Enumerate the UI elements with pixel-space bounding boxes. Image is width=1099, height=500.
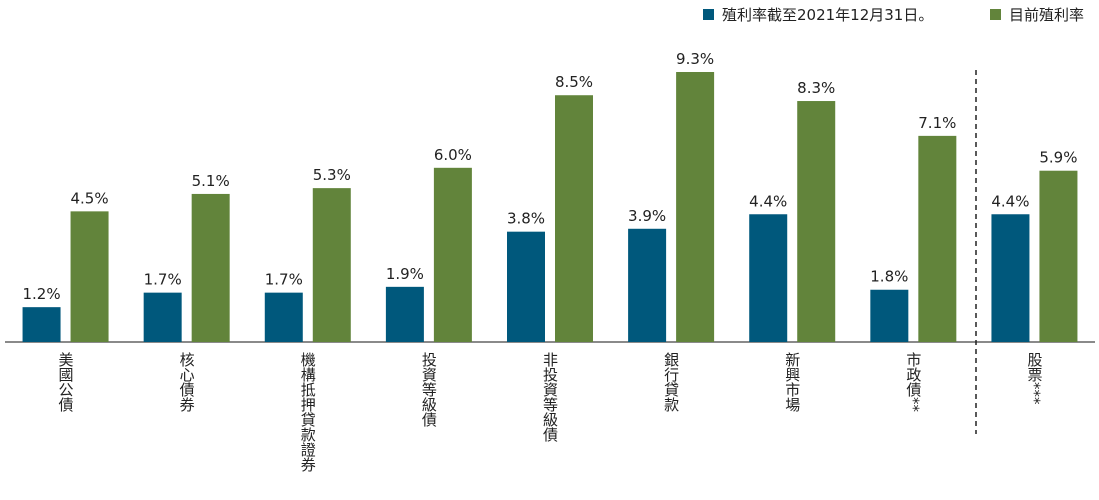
bar [22, 307, 61, 342]
x-tick-label: 機構抵押貸款證券 [299, 352, 317, 473]
bar [555, 95, 593, 343]
bar [433, 167, 472, 342]
bar [385, 286, 424, 342]
legend-label: 目前殖利率 [1009, 6, 1084, 24]
value-label: 4.5% [71, 189, 109, 207]
legend-label: 殖利率截至2021年12月31日。 [722, 6, 933, 24]
bar [191, 193, 230, 342]
value-label: 1.9% [386, 265, 424, 283]
value-label: 1.2% [23, 285, 61, 303]
value-label: 3.8% [507, 210, 545, 228]
bar [676, 72, 715, 342]
value-label: 5.1% [192, 172, 230, 190]
bar [312, 188, 351, 342]
x-tick-label: 股票*** [1025, 352, 1043, 405]
bar [628, 228, 667, 342]
x-tick-label: 美國公債 [57, 352, 75, 412]
x-tick-label: 銀行貸款 [662, 352, 680, 413]
bar [264, 292, 303, 342]
bar [507, 231, 545, 342]
bar [143, 292, 182, 342]
bar [70, 211, 109, 342]
bar [797, 101, 836, 342]
legend-swatch [990, 9, 1001, 20]
value-label: 3.9% [628, 207, 666, 225]
value-label: 5.9% [1039, 149, 1077, 167]
x-tick-label: 非投資等級債 [541, 352, 559, 442]
value-label: 9.3% [676, 50, 714, 68]
bar [991, 214, 1030, 342]
bar [918, 135, 957, 342]
value-label: 7.1% [918, 114, 956, 132]
x-tick-label: 新興市場 [783, 352, 801, 412]
x-tick-label: 市政債** [904, 352, 922, 413]
value-label: 8.5% [555, 73, 593, 91]
bar [1039, 170, 1078, 342]
value-label: 5.3% [313, 166, 351, 184]
value-label: 6.0% [434, 146, 472, 164]
legend-swatch [703, 9, 714, 20]
value-label: 1.8% [870, 268, 908, 286]
value-label: 1.7% [144, 271, 182, 289]
value-label: 1.7% [265, 271, 303, 289]
bar [870, 289, 909, 342]
value-label: 8.3% [797, 79, 835, 97]
value-label: 4.4% [749, 192, 787, 210]
value-label: 4.4% [991, 192, 1029, 210]
bar [749, 214, 788, 342]
x-tick-label: 投資等級債 [420, 352, 438, 427]
x-tick-label: 核心債券 [178, 352, 196, 413]
